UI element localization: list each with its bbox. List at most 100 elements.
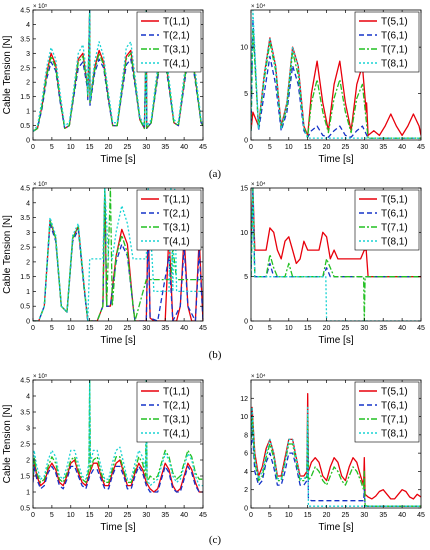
x-tick-label: 10 bbox=[285, 512, 293, 519]
y-tick-label: 4.5 bbox=[20, 378, 30, 385]
x-tick-label: 0 bbox=[249, 144, 253, 151]
y-tick-label: 2 bbox=[26, 259, 30, 266]
y-tick-label: 10 bbox=[240, 45, 248, 52]
y-tick-label: 4.5 bbox=[20, 186, 30, 193]
legend-entry: T(6,1) bbox=[381, 31, 408, 42]
legend-entry: T(1,1) bbox=[163, 195, 190, 206]
legend-entry: T(5,1) bbox=[381, 17, 408, 28]
legend-entry: T(3,1) bbox=[163, 415, 190, 426]
legend-entry: T(6,1) bbox=[381, 209, 408, 220]
y-tick-label: 12 bbox=[240, 396, 248, 403]
y-tick-label: 0.5 bbox=[20, 123, 30, 130]
legend-entry: T(3,1) bbox=[163, 223, 190, 234]
axes-frame bbox=[250, 187, 422, 322]
x-tick-label: 35 bbox=[379, 325, 387, 332]
y-tick-label: 1 bbox=[26, 109, 30, 116]
y-tick-label: 0 bbox=[244, 138, 248, 145]
legend-entry: T(3,1) bbox=[163, 45, 190, 56]
y-tick-label: 2 bbox=[26, 458, 30, 465]
legend-box bbox=[136, 381, 202, 443]
legend-entry: T(8,1) bbox=[381, 429, 408, 440]
y-tick-label: 4 bbox=[26, 394, 30, 401]
legend-entry: T(4,1) bbox=[163, 237, 190, 248]
x-tick-label: 45 bbox=[199, 325, 207, 332]
series-group bbox=[251, 188, 421, 321]
series-line-T(4,1) bbox=[33, 380, 203, 487]
y-axis-label: Cable Tension [N] bbox=[2, 35, 13, 114]
x-tick-label: 25 bbox=[342, 144, 350, 151]
y-tick-label: 8 bbox=[244, 432, 248, 439]
x-tick-label: 35 bbox=[161, 325, 169, 332]
legend-entry: T(4,1) bbox=[163, 429, 190, 440]
y-tick-label: 4 bbox=[26, 22, 30, 29]
series-line-T(4,1) bbox=[33, 188, 203, 321]
series-line-T(1,1) bbox=[33, 459, 203, 493]
x-tick-label: 25 bbox=[342, 512, 350, 519]
x-tick-label: 0 bbox=[249, 512, 253, 519]
x-tick-label: 0 bbox=[249, 325, 253, 332]
x-tick-label: 20 bbox=[323, 512, 331, 519]
y-tick-label: 0.5 bbox=[20, 304, 30, 311]
y-tick-label: 1.5 bbox=[20, 274, 30, 281]
y-tick-label: 2 bbox=[244, 487, 248, 494]
series-group bbox=[251, 10, 421, 139]
legend: T(5,1) T(6,1) T(7,1) T(8,1) bbox=[354, 11, 420, 73]
legend-entry: T(5,1) bbox=[381, 195, 408, 206]
x-tick-label: 45 bbox=[417, 144, 425, 151]
x-tick-label: 40 bbox=[180, 144, 188, 151]
x-axis-label: Time [s] bbox=[100, 522, 135, 533]
x-tick-label: 35 bbox=[161, 144, 169, 151]
x-tick-label: 15 bbox=[86, 144, 94, 151]
series-line-T(8,1) bbox=[251, 10, 421, 139]
legend-entry: T(2,1) bbox=[163, 31, 190, 42]
y-tick-label: 3 bbox=[26, 230, 30, 237]
legend: T(1,1) T(2,1) T(3,1) T(4,1) bbox=[136, 11, 202, 73]
legend-box bbox=[136, 11, 202, 73]
x-tick-label: 10 bbox=[285, 325, 293, 332]
x-tick-label: 5 bbox=[268, 144, 272, 151]
x-tick-label: 25 bbox=[342, 325, 350, 332]
legend-entry: T(4,1) bbox=[163, 59, 190, 70]
legend-box bbox=[136, 189, 202, 251]
y-tick-label: 0 bbox=[26, 138, 30, 145]
x-tick-label: 5 bbox=[50, 144, 54, 151]
legend: T(5,1) T(6,1) T(7,1) T(8,1) bbox=[354, 381, 420, 443]
series-group bbox=[33, 188, 203, 321]
x-axis-label: Time [s] bbox=[318, 335, 353, 346]
x-tick-label: 35 bbox=[161, 512, 169, 519]
y-tick-label: 3 bbox=[26, 51, 30, 58]
caption-a: (a) bbox=[208, 168, 222, 180]
caption-c: (c) bbox=[208, 534, 222, 546]
x-tick-label: 40 bbox=[398, 144, 406, 151]
y-tick-label: 5 bbox=[244, 274, 248, 281]
y-exponent: × 10⁵ bbox=[33, 373, 48, 380]
series-line-T(5,1) bbox=[251, 188, 421, 278]
chart-4: 0 5 10 15 20 25 30 35 40 45 0.5 1 1.5 2 2.5 3 3.5 4 4.5× 1… bbox=[2, 373, 207, 533]
x-axis-label: Time [s] bbox=[100, 154, 135, 165]
y-exponent: × 10⁵ bbox=[33, 181, 48, 188]
axes-frame bbox=[32, 9, 204, 141]
x-tick-label: 5 bbox=[268, 512, 272, 519]
axes-frame bbox=[250, 379, 422, 509]
series-line-T(5,1) bbox=[251, 393, 421, 500]
x-tick-label: 0 bbox=[31, 144, 35, 151]
y-tick-label: 4.5 bbox=[20, 8, 30, 15]
legend-entry: T(2,1) bbox=[163, 401, 190, 412]
x-tick-label: 25 bbox=[124, 512, 132, 519]
y-tick-label: 0 bbox=[244, 506, 248, 513]
x-tick-label: 15 bbox=[86, 512, 94, 519]
series-line-T(8,1) bbox=[251, 406, 421, 507]
series-group bbox=[33, 10, 203, 132]
x-tick-label: 25 bbox=[124, 144, 132, 151]
x-tick-label: 45 bbox=[199, 512, 207, 519]
legend-entry: T(8,1) bbox=[381, 237, 408, 248]
legend-entry: T(6,1) bbox=[381, 401, 408, 412]
x-tick-label: 30 bbox=[142, 512, 150, 519]
x-axis-label: Time [s] bbox=[318, 154, 353, 165]
series-group bbox=[33, 380, 203, 493]
x-tick-label: 40 bbox=[398, 325, 406, 332]
x-tick-label: 20 bbox=[323, 144, 331, 151]
y-exponent: × 10⁴ bbox=[251, 373, 266, 380]
